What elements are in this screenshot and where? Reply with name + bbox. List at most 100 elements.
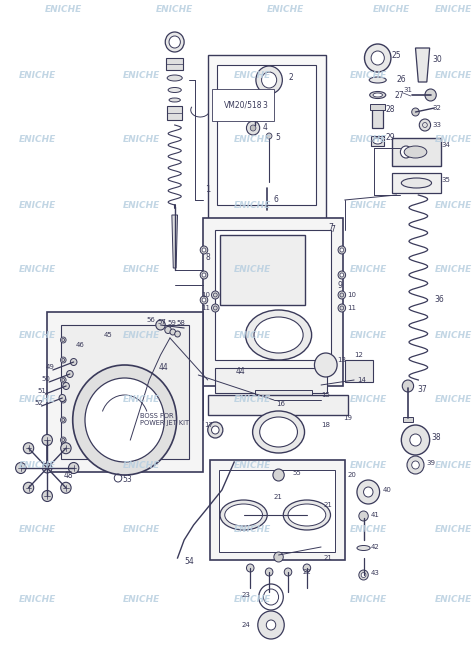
- Text: 7: 7: [330, 226, 336, 235]
- Bar: [345, 360, 373, 382]
- Circle shape: [246, 564, 254, 572]
- Text: ENICHE: ENICHE: [349, 70, 387, 80]
- Text: ENICHE: ENICHE: [349, 595, 387, 604]
- Circle shape: [412, 461, 419, 469]
- Bar: [210, 460, 345, 560]
- Text: 10: 10: [347, 292, 356, 298]
- Ellipse shape: [167, 75, 182, 81]
- Text: 6: 6: [274, 196, 279, 205]
- Text: 19: 19: [343, 415, 352, 421]
- Text: ENICHE: ENICHE: [234, 595, 272, 604]
- Circle shape: [211, 426, 219, 434]
- Ellipse shape: [288, 504, 326, 526]
- Bar: [255, 390, 311, 402]
- Text: 10: 10: [201, 292, 210, 298]
- Circle shape: [23, 443, 34, 454]
- Text: 59: 59: [167, 320, 176, 326]
- Circle shape: [359, 570, 368, 580]
- Circle shape: [61, 437, 66, 443]
- Circle shape: [200, 271, 208, 279]
- Text: ENICHE: ENICHE: [19, 396, 56, 404]
- Text: 20: 20: [347, 472, 356, 478]
- Circle shape: [273, 469, 284, 481]
- Circle shape: [43, 463, 52, 473]
- Circle shape: [175, 331, 181, 337]
- Ellipse shape: [169, 98, 181, 102]
- Circle shape: [410, 434, 421, 446]
- Circle shape: [202, 273, 206, 277]
- Circle shape: [407, 456, 424, 474]
- Circle shape: [401, 425, 429, 455]
- Circle shape: [338, 304, 346, 312]
- Text: 56: 56: [146, 317, 155, 323]
- Text: 35: 35: [441, 177, 450, 183]
- Circle shape: [61, 357, 66, 363]
- Text: 38: 38: [431, 434, 441, 443]
- Text: ENICHE: ENICHE: [19, 136, 56, 145]
- Circle shape: [70, 359, 77, 366]
- Text: ENICHE: ENICHE: [123, 396, 160, 404]
- Circle shape: [340, 248, 344, 252]
- Text: 23: 23: [242, 592, 251, 598]
- Bar: [370, 104, 385, 110]
- Circle shape: [61, 443, 71, 454]
- Text: BOSS FOR
POWER JET KIT: BOSS FOR POWER JET KIT: [140, 413, 189, 426]
- Circle shape: [165, 327, 172, 334]
- Ellipse shape: [404, 146, 427, 158]
- Circle shape: [68, 462, 79, 473]
- Text: ENICHE: ENICHE: [349, 201, 387, 209]
- Circle shape: [156, 320, 165, 330]
- Bar: [219, 470, 335, 552]
- Ellipse shape: [283, 500, 330, 530]
- Text: 42: 42: [371, 544, 380, 550]
- Circle shape: [412, 108, 419, 116]
- Text: 2: 2: [288, 74, 293, 83]
- Circle shape: [165, 32, 184, 52]
- Bar: [403, 417, 413, 422]
- Text: 3: 3: [263, 100, 267, 110]
- Text: ENICHE: ENICHE: [45, 5, 82, 14]
- Text: ENICHE: ENICHE: [123, 136, 160, 145]
- Text: 21: 21: [274, 494, 283, 500]
- Text: ENICHE: ENICHE: [434, 5, 472, 14]
- Circle shape: [266, 133, 272, 139]
- Bar: [371, 136, 384, 146]
- Text: 44: 44: [236, 368, 246, 376]
- Text: ENICHE: ENICHE: [19, 201, 56, 209]
- Circle shape: [211, 291, 219, 299]
- Circle shape: [211, 304, 219, 312]
- Bar: [215, 368, 327, 393]
- Bar: [208, 395, 347, 415]
- Circle shape: [169, 36, 181, 48]
- Text: ENICHE: ENICHE: [123, 460, 160, 469]
- Circle shape: [365, 44, 391, 72]
- Text: 1: 1: [205, 186, 210, 194]
- Text: 7: 7: [328, 224, 334, 233]
- Circle shape: [364, 487, 373, 497]
- Bar: [166, 58, 183, 70]
- Text: 14: 14: [357, 377, 366, 383]
- Text: ENICHE: ENICHE: [434, 396, 472, 404]
- Text: 33: 33: [432, 122, 441, 128]
- Circle shape: [251, 102, 259, 110]
- Ellipse shape: [401, 178, 431, 188]
- Circle shape: [202, 248, 206, 252]
- Bar: [167, 106, 182, 120]
- Circle shape: [208, 422, 223, 438]
- Circle shape: [59, 394, 65, 402]
- Text: ENICHE: ENICHE: [434, 70, 472, 80]
- Text: ENICHE: ENICHE: [434, 265, 472, 274]
- Text: ENICHE: ENICHE: [234, 70, 272, 80]
- Circle shape: [246, 121, 260, 135]
- Ellipse shape: [260, 417, 298, 447]
- Circle shape: [61, 337, 66, 343]
- Ellipse shape: [246, 310, 311, 360]
- Circle shape: [419, 119, 430, 131]
- Ellipse shape: [220, 500, 267, 530]
- Bar: [208, 55, 326, 220]
- Circle shape: [23, 482, 34, 494]
- Circle shape: [274, 552, 283, 562]
- Text: 54: 54: [184, 557, 194, 567]
- Text: ENICHE: ENICHE: [234, 265, 272, 274]
- Circle shape: [262, 72, 277, 88]
